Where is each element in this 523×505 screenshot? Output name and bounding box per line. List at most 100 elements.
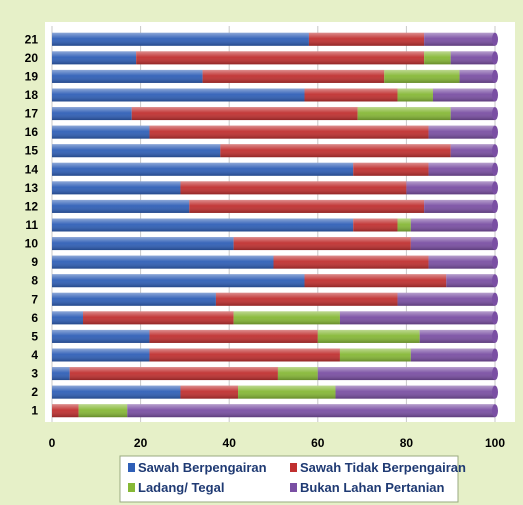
bar-shine-6-series-3 (339, 311, 495, 325)
bar-shine-14-series-3 (428, 162, 495, 176)
x-tick-label-0: 0 (49, 436, 56, 450)
legend-label-0: Sawah Berpengairan (138, 460, 267, 475)
legend: Sawah Berpengairan Sawah Tidak Berpengair… (119, 455, 466, 503)
y-tick-label-10: 10 (25, 237, 39, 251)
bar-shine-4-series-1 (149, 348, 340, 362)
bar-cap-19 (492, 69, 498, 83)
y-tick-label-20: 20 (25, 51, 39, 65)
y-tick-label-7: 7 (31, 292, 38, 306)
y-tick-label-8: 8 (31, 274, 38, 288)
bar-shine-20-series-3 (450, 51, 495, 65)
bar-shine-15-series-3 (450, 144, 495, 158)
bar-shine-17-series-1 (131, 107, 358, 121)
bar-shine-11-series-0 (52, 218, 354, 232)
bar-shine-8-series-3 (446, 274, 495, 288)
bar-cap-18 (492, 88, 498, 102)
legend-box (119, 455, 459, 503)
bar-shine-15-series-0 (52, 144, 221, 158)
bar-shine-21-series-1 (308, 32, 425, 46)
bar-shine-16-series-0 (52, 125, 150, 139)
bar-cap-6 (492, 311, 498, 325)
bar-shine-11-series-1 (353, 218, 398, 232)
y-tick-label-4: 4 (31, 348, 38, 362)
bar-shine-5-series-0 (52, 329, 150, 343)
bar-shine-16-series-1 (149, 125, 429, 139)
bar-shine-4-series-0 (52, 348, 150, 362)
bar-cap-1 (492, 404, 498, 418)
bar-shine-2-series-0 (52, 385, 181, 399)
bar-shine-10-series-0 (52, 237, 234, 251)
bar-shine-18-series-0 (52, 88, 305, 102)
bar-shine-15-series-1 (220, 144, 451, 158)
bar-shine-5-series-3 (419, 329, 495, 343)
bar-shine-20-series-2 (424, 51, 451, 65)
legend-swatch-1 (290, 463, 297, 472)
y-tick-label-15: 15 (25, 144, 39, 158)
bar-cap-2 (492, 385, 498, 399)
bar-shine-18-series-2 (397, 88, 433, 102)
bar-shine-7-series-1 (215, 292, 398, 306)
y-tick-label-13: 13 (25, 181, 39, 195)
bar-shine-19-series-3 (459, 69, 495, 83)
bar-shine-18-series-3 (432, 88, 495, 102)
bar-shine-9-series-3 (428, 255, 495, 269)
bar-cap-3 (492, 367, 498, 381)
bar-shine-19-series-2 (384, 69, 460, 83)
y-tick-label-14: 14 (25, 162, 39, 176)
bar-shine-5-series-2 (317, 329, 420, 343)
bar-shine-9-series-0 (52, 255, 274, 269)
bar-shine-4-series-2 (339, 348, 411, 362)
bar-shine-6-series-0 (52, 311, 84, 325)
bar-shine-3-series-1 (69, 367, 278, 381)
bar-cap-4 (492, 348, 498, 362)
x-tick-label-20: 20 (134, 436, 148, 450)
y-tick-label-11: 11 (25, 218, 38, 232)
legend-swatch-0 (128, 463, 135, 472)
legend-swatch-3 (290, 483, 297, 492)
y-tick-label-18: 18 (25, 88, 39, 102)
bar-shine-11-series-3 (410, 218, 495, 232)
legend-label-1: Sawah Tidak Berpengairan (300, 460, 466, 475)
bar-shine-17-series-2 (357, 107, 451, 121)
bar-shine-17-series-3 (450, 107, 495, 121)
bar-cap-8 (492, 274, 498, 288)
bar-shine-17-series-0 (52, 107, 132, 121)
bar-shine-6-series-2 (233, 311, 340, 325)
bar-shine-2-series-3 (335, 385, 495, 399)
bar-cap-5 (492, 329, 498, 343)
bar-shine-20-series-0 (52, 51, 137, 65)
bar-shine-13-series-1 (180, 181, 407, 195)
bar-shine-2-series-1 (180, 385, 239, 399)
bar-shine-21-series-3 (424, 32, 495, 46)
bar-shine-20-series-1 (136, 51, 425, 65)
bar-shine-18-series-1 (304, 88, 398, 102)
bar-cap-9 (492, 255, 498, 269)
bar-cap-21 (492, 32, 498, 46)
bars (52, 32, 498, 418)
legend-label-3: Bukan Lahan Pertanian (300, 480, 445, 495)
x-tick-label-60: 60 (311, 436, 325, 450)
bar-shine-19-series-1 (202, 69, 385, 83)
bar-shine-12-series-0 (52, 199, 190, 213)
bar-shine-1-series-1 (52, 404, 79, 418)
bar-shine-10-series-1 (233, 237, 411, 251)
bar-shine-10-series-3 (410, 237, 495, 251)
bar-cap-12 (492, 199, 498, 213)
bar-shine-7-series-3 (397, 292, 495, 306)
y-tick-label-17: 17 (25, 107, 39, 121)
bar-shine-4-series-3 (410, 348, 495, 362)
legend-swatch-2 (128, 483, 135, 492)
bar-shine-8-series-1 (304, 274, 447, 288)
bar-shine-1-series-2 (78, 404, 128, 418)
y-tick-label-6: 6 (31, 311, 38, 325)
bar-shine-2-series-2 (238, 385, 336, 399)
bar-shine-7-series-0 (52, 292, 216, 306)
bar-shine-14-series-0 (52, 162, 354, 176)
bar-cap-15 (492, 144, 498, 158)
bar-shine-13-series-3 (406, 181, 495, 195)
y-tick-label-3: 3 (31, 367, 38, 381)
y-tick-label-5: 5 (31, 329, 38, 343)
bar-shine-3-series-3 (317, 367, 495, 381)
